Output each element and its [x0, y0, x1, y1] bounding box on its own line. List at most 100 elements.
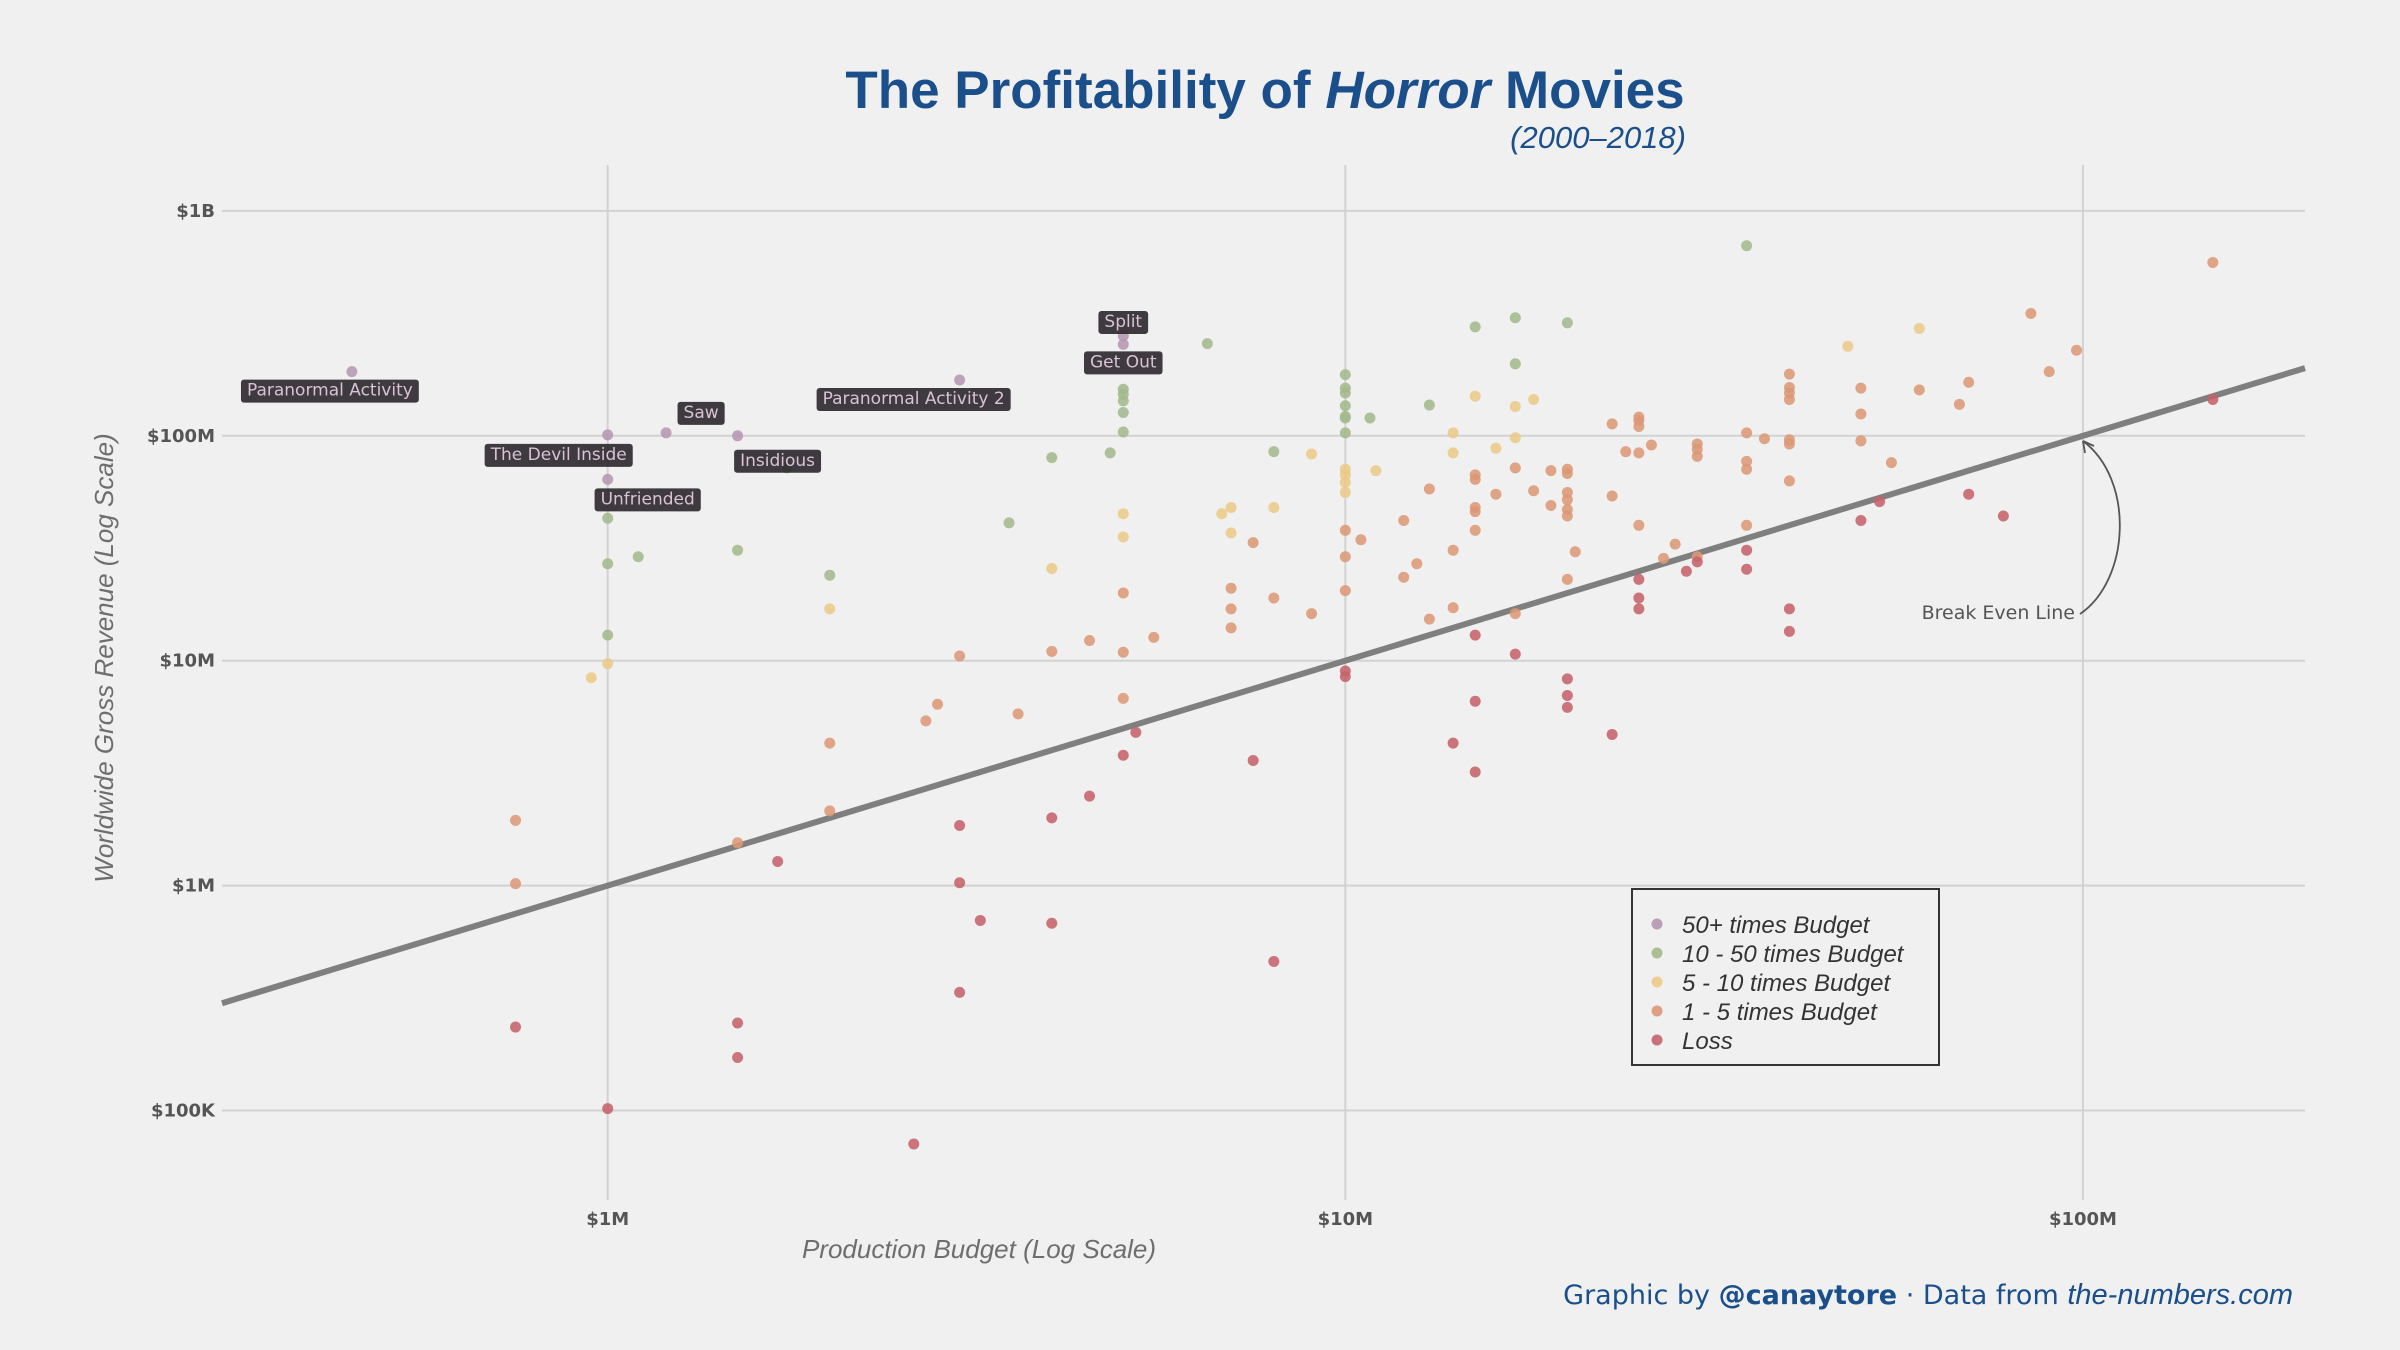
- data-point: [1268, 501, 1280, 513]
- data-point: [954, 650, 966, 662]
- data-point: [585, 672, 597, 684]
- data-point: [1528, 485, 1540, 497]
- data-point: [1339, 400, 1351, 412]
- data-point: [1339, 427, 1351, 439]
- credit-handle: @canaytore: [1719, 1280, 1898, 1311]
- legend-swatch: [1651, 918, 1663, 930]
- data-point: [1509, 462, 1521, 474]
- data-point: [1469, 321, 1481, 333]
- data-point: [732, 837, 744, 849]
- legend-swatch: [1651, 1005, 1663, 1017]
- data-point: [1561, 494, 1573, 506]
- data-point: [1225, 501, 1237, 513]
- y-tick-label: $10M: [160, 651, 216, 672]
- legend-item: 1 - 5 times Budget: [1651, 999, 1878, 1026]
- data-point: [1117, 338, 1129, 350]
- data-point: [1469, 390, 1481, 402]
- series-0: [346, 330, 1129, 485]
- chart-subtitle: (2000–2018): [1510, 120, 1686, 155]
- data-point: [1509, 358, 1521, 370]
- break-even-arrow-head: [2082, 440, 2095, 454]
- movie-label-text: Paranormal Activity: [247, 381, 413, 401]
- movie-label: The Devil Inside: [484, 443, 633, 467]
- data-point: [1741, 544, 1753, 556]
- data-point: [1216, 508, 1228, 520]
- data-point: [954, 820, 966, 832]
- series-4: [510, 394, 2219, 1150]
- data-point: [1691, 450, 1703, 462]
- data-point: [1084, 634, 1096, 646]
- data-point: [954, 986, 966, 998]
- x-tick-label: $10M: [1318, 1209, 1374, 1230]
- data-point: [510, 1021, 522, 1033]
- data-point: [1855, 515, 1867, 527]
- data-point: [1447, 737, 1459, 749]
- data-point: [732, 430, 744, 442]
- series-2: [585, 323, 1925, 684]
- data-point: [1545, 499, 1557, 511]
- data-point: [1963, 376, 1975, 388]
- movie-label-text: Get Out: [1090, 352, 1157, 372]
- data-point: [1953, 398, 1965, 410]
- data-point: [1658, 552, 1670, 564]
- data-point: [1509, 432, 1521, 444]
- movie-label: Paranormal Activity 2: [816, 388, 1011, 412]
- data-point: [954, 374, 966, 386]
- data-point: [1783, 625, 1795, 637]
- data-point: [1741, 455, 1753, 467]
- data-point: [1855, 408, 1867, 420]
- data-point: [1411, 558, 1423, 570]
- data-point: [824, 737, 836, 749]
- data-point: [1398, 515, 1410, 527]
- x-tick-label: $1M: [586, 1209, 629, 1230]
- data-point: [1633, 573, 1645, 585]
- data-point: [1561, 573, 1573, 585]
- data-point: [1339, 524, 1351, 536]
- data-point: [1148, 631, 1160, 643]
- legend-item: 5 - 10 times Budget: [1651, 970, 1891, 997]
- data-point: [1490, 442, 1502, 454]
- data-point: [1633, 447, 1645, 459]
- data-point: [732, 1017, 744, 1029]
- legend-swatch: [1651, 947, 1663, 959]
- data-point: [1306, 608, 1318, 620]
- data-point: [1469, 524, 1481, 536]
- data-point: [346, 366, 358, 378]
- data-point: [1633, 592, 1645, 604]
- data-point: [1741, 240, 1753, 252]
- data-point: [1741, 427, 1753, 439]
- data-point: [602, 429, 614, 441]
- data-point: [602, 658, 614, 670]
- data-point: [1469, 473, 1481, 485]
- y-tick-label: $100K: [151, 1101, 216, 1122]
- data-point: [1364, 412, 1376, 424]
- data-point: [1447, 544, 1459, 556]
- data-point: [1469, 766, 1481, 778]
- legend-label: 1 - 5 times Budget: [1682, 999, 1878, 1026]
- movie-label: Paranormal Activity: [240, 379, 419, 403]
- legend-swatch: [1651, 976, 1663, 988]
- data-point: [1561, 701, 1573, 713]
- data-point: [1225, 527, 1237, 539]
- data-point: [1691, 556, 1703, 568]
- break-even-label: Break Even Line: [1922, 602, 2075, 624]
- data-point: [1046, 917, 1058, 929]
- data-point: [932, 698, 944, 710]
- data-point: [1633, 603, 1645, 615]
- data-point: [1104, 447, 1116, 459]
- grid-lines: [222, 165, 2305, 1200]
- data-point: [1447, 602, 1459, 614]
- data-point: [1339, 469, 1351, 481]
- legend-swatch: [1651, 1034, 1663, 1046]
- credit-prefix: Graphic by: [1563, 1280, 1718, 1311]
- chart-title: The Profitability of Horror Movies: [845, 61, 1684, 120]
- data-point: [1963, 488, 1975, 500]
- data-point: [1423, 613, 1435, 625]
- data-point: [1339, 476, 1351, 488]
- movie-label: Saw: [677, 401, 725, 425]
- data-point: [1339, 585, 1351, 597]
- data-point: [1606, 490, 1618, 502]
- data-point: [1117, 406, 1129, 418]
- break-even-arrow: [2079, 440, 2121, 615]
